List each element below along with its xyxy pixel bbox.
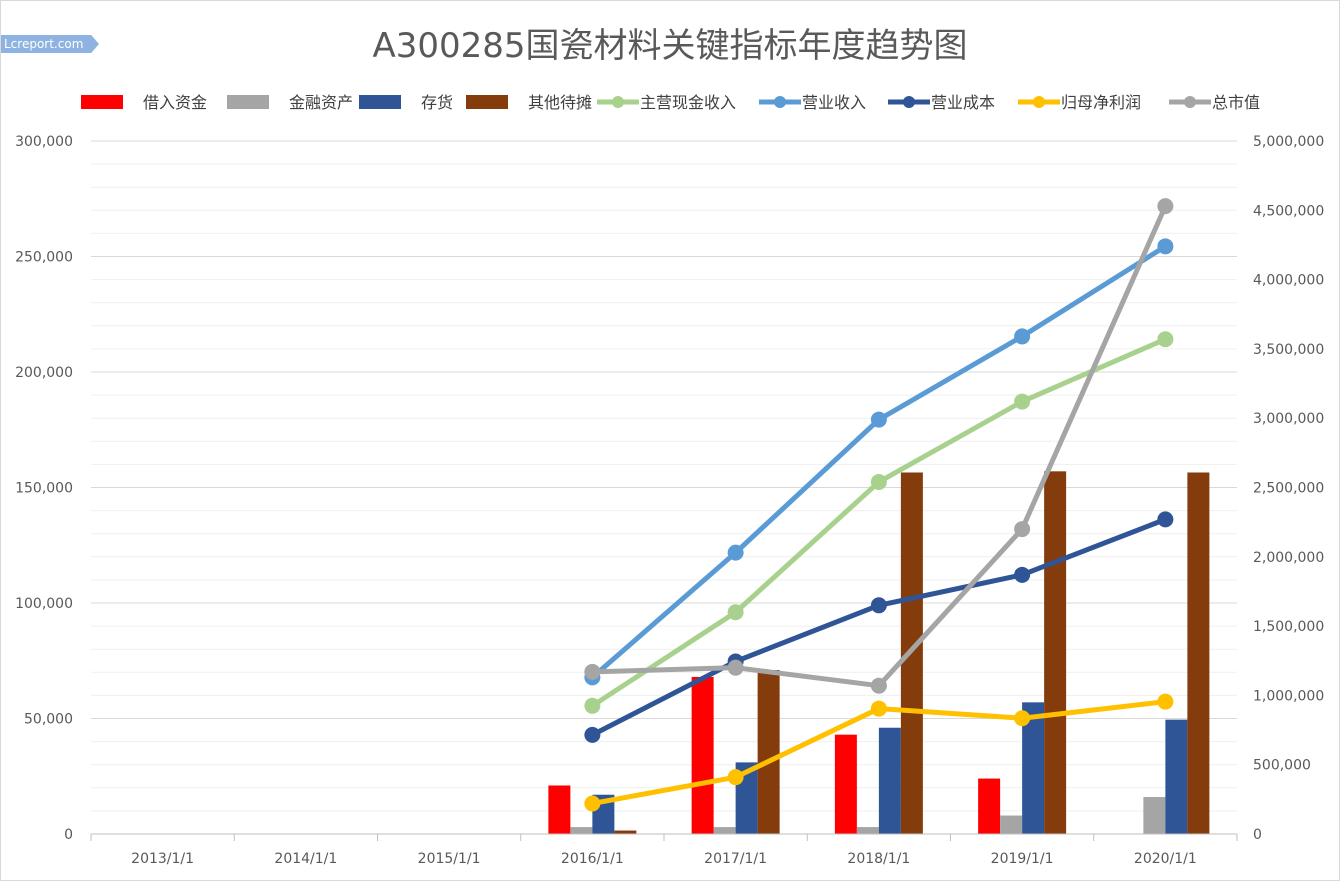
x-tick-label: 2017/1/1 [704,851,767,867]
legend-label-归母净利润: 归母净利润 [1061,93,1141,112]
bar-其他待摊 [1044,471,1067,834]
x-tick-label: 2013/1/1 [131,851,194,867]
watermark-badge: Lcreport.com [1,35,99,53]
point-主营现金收入 [584,697,601,714]
legend-marker-归母净利润 [1033,96,1045,108]
point-营业成本 [1014,566,1031,583]
point-归母净利润 [1014,710,1031,727]
bar-其他待摊 [1187,472,1210,834]
legend-label-存货: 存货 [421,93,453,112]
bar-存货 [1165,719,1188,834]
y-right-tick-label: 4,500,000 [1253,203,1324,219]
y-right-tick-label: 500,000 [1253,758,1311,774]
point-营业收入 [1157,238,1174,255]
point-归母净利润 [727,769,744,786]
line-总市值 [589,203,1168,689]
y-right-tick-label: 5,000,000 [1253,134,1324,150]
x-tick-label: 2014/1/1 [274,851,337,867]
bar-存货 [1022,702,1045,834]
point-归母净利润 [584,795,601,812]
x-tick-label: 2018/1/1 [847,851,910,867]
point-总市值 [584,663,601,680]
point-主营现金收入 [1157,331,1174,348]
bar-存货 [878,727,901,834]
point-营业成本 [584,726,601,743]
legend-marker-营业收入 [774,96,786,108]
x-tick-label: 2020/1/1 [1134,851,1197,867]
y-right-tick-label: 2,000,000 [1253,550,1324,566]
legend-marker-营业成本 [903,96,915,108]
point-归母净利润 [870,700,887,717]
point-归母净利润 [1157,693,1174,710]
point-总市值 [727,659,744,676]
legend-label-其他待摊: 其他待摊 [528,93,592,112]
point-营业收入 [870,411,887,428]
legend-label-营业收入: 营业收入 [802,93,866,112]
line-marks [584,198,1174,812]
bar-marks [548,471,1210,834]
bar-金融资产 [570,827,593,834]
y-left-tick-label: 100,000 [15,596,73,612]
legend-label-借入资金: 借入资金 [143,93,207,112]
y-right-tick-label: 1,000,000 [1253,688,1324,704]
bar-金融资产 [713,827,736,834]
x-tick-label: 2016/1/1 [561,851,624,867]
legend-swatch-金融资产 [227,95,269,109]
y-right-tick-label: 2,500,000 [1253,481,1324,497]
point-营业收入 [1014,328,1031,345]
point-主营现金收入 [727,604,744,621]
point-主营现金收入 [1014,393,1031,410]
legend-label-主营现金收入: 主营现金收入 [640,93,736,112]
legend-swatch-其他待摊 [466,95,508,109]
y-right-tick-label: 4,000,000 [1253,273,1324,289]
y-left-tick-label: 300,000 [15,134,73,150]
point-营业成本 [1157,511,1174,528]
point-总市值 [1014,521,1031,538]
point-营业收入 [727,544,744,561]
legend-marker-主营现金收入 [612,96,624,108]
x-tick-label: 2019/1/1 [991,851,1054,867]
point-营业成本 [870,597,887,614]
bar-借入资金 [548,785,571,834]
legend-label-总市值: 总市值 [1212,93,1260,112]
y-left-tick-label: 250,000 [15,250,73,266]
point-总市值 [870,677,887,694]
x-tick-label: 2015/1/1 [418,851,481,867]
legend-swatch-借入资金 [81,95,123,109]
y-left-tick-label: 0 [64,827,73,843]
bar-其他待摊 [614,830,637,834]
legend-label-金融资产: 金融资产 [289,93,353,112]
legend-marker-总市值 [1184,96,1196,108]
y-right-tick-label: 1,500,000 [1253,619,1324,635]
bar-金融资产 [856,827,879,834]
point-总市值 [1157,198,1174,215]
legend: 借入资金 金融资产 存货 其他待摊 主营现金收入 营业收入 营业成本 归母净利润 总市值 [81,93,1260,112]
legend-label-营业成本: 营业成本 [931,93,995,112]
legend-swatch-存货 [359,95,401,109]
bar-其他待摊 [757,669,780,834]
y-right-tick-label: 0 [1253,827,1262,843]
y-left-tick-label: 200,000 [15,365,73,381]
bar-借入资金 [978,778,1001,834]
chart-title: A300285国瓷材料关键指标年度趋势图 [372,26,967,66]
bar-金融资产 [1143,797,1166,834]
bar-借入资金 [834,734,857,834]
bar-金融资产 [1000,815,1023,834]
y-right-tick-label: 3,000,000 [1253,411,1324,427]
y-left-tick-label: 50,000 [24,712,73,728]
point-主营现金收入 [870,473,887,490]
y-left-tick-label: 150,000 [15,481,73,497]
bar-借入资金 [691,676,714,834]
axes: 2013/1/1 2014/1/1 2015/1/1 2016/1/1 2017/1/1… [15,134,1324,867]
y-right-tick-label: 3,500,000 [1253,342,1324,358]
